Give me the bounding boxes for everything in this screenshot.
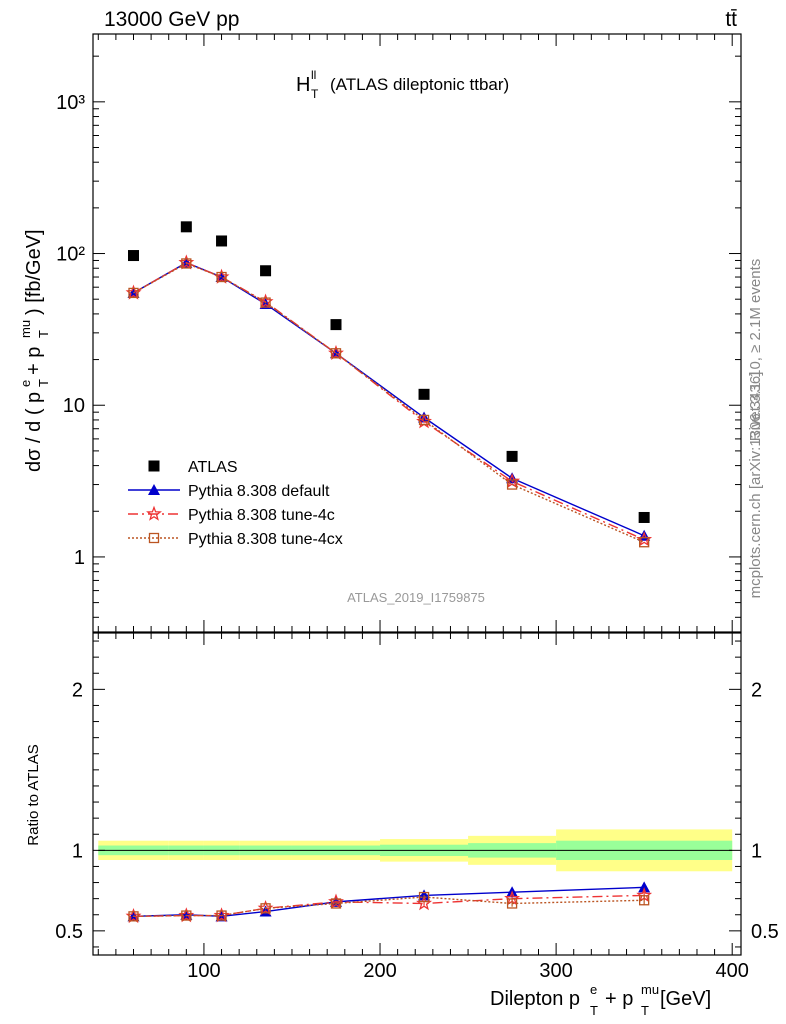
y-tick-label: 1 <box>74 547 85 569</box>
y-tick-label: 10³ <box>56 92 85 114</box>
svg-text:) [fb/GeV]: ) [fb/GeV] <box>23 229 45 315</box>
legend-label-2: Pythia 8.308 tune-4c <box>188 507 335 524</box>
ratio-y-tick-label-right: 0.5 <box>751 921 779 943</box>
svg-text:[GeV]: [GeV] <box>660 988 711 1010</box>
ratio-line-0 <box>133 886 645 918</box>
ratio-point-2-5 <box>418 891 430 903</box>
data-point-3-1 <box>181 258 192 269</box>
rivet-label: Rivet 3.1.10, ≥ 2.1M events <box>747 259 764 442</box>
legend-label-0: ATLAS <box>188 459 238 476</box>
watermark-label: ATLAS_2019_I1759875 <box>347 590 485 605</box>
svg-text:dσ / d ( p: dσ / d ( p <box>23 392 45 472</box>
x-tick-label: 200 <box>363 960 396 982</box>
x-tick-label: 400 <box>716 960 749 982</box>
mcplots-label: mcplots.cern.ch [arXiv:1306.3436] <box>747 372 764 599</box>
data-point-3-0 <box>128 287 139 299</box>
ratio-y-tick-label-right: 2 <box>751 679 762 701</box>
x-tick-label: 300 <box>539 960 572 982</box>
data-point-0-2 <box>216 235 228 247</box>
ratio-frame <box>92 632 742 956</box>
ratio-y-tick-label: 0.5 <box>55 921 83 943</box>
data-point-3-3 <box>260 297 271 308</box>
data-point-0-1 <box>180 221 192 233</box>
main-panel: ATLAS_2019_I1759875 H ll T (ATLAS dilept… <box>18 33 742 633</box>
legend-label-1: Pythia 8.308 default <box>188 483 330 500</box>
ratio-point-2-2 <box>216 910 227 921</box>
legend-label-3: Pythia 8.308 tune-4cx <box>188 531 343 548</box>
data-point-0-0 <box>128 250 139 262</box>
x-axis-label: Dilepton p e T + p mu T [GeV] <box>490 982 711 1018</box>
svg-text:T: T <box>590 1003 598 1018</box>
data-point-3-4 <box>330 348 342 359</box>
data-point-3-7 <box>639 537 650 548</box>
data-point-3-2 <box>216 271 227 283</box>
data-point-3-6 <box>506 479 518 490</box>
svg-text:+ p: + p <box>23 347 45 375</box>
title-superscript: ll <box>311 68 316 82</box>
y-tick-label: 10 <box>63 395 85 417</box>
svg-text:+ p: + p <box>605 988 633 1010</box>
data-point-3-5 <box>418 414 430 426</box>
svg-text:T: T <box>36 330 51 338</box>
data-point-0-3 <box>260 265 272 277</box>
energy-label: 13000 GeV pp <box>104 8 239 31</box>
y-tick-label: 10² <box>56 244 85 266</box>
svg-text:e: e <box>590 982 597 997</box>
legend-marker-0 <box>148 460 160 472</box>
data-point-0-5 <box>418 388 430 400</box>
main-y-axis-label: dσ / d ( p e T + p mu T ) [fb/GeV] <box>18 229 51 472</box>
ratio-y-axis-label: Ratio to ATLAS <box>25 744 42 845</box>
process-label: tt̄ <box>725 8 737 31</box>
svg-text:mu: mu <box>641 982 659 997</box>
title-subscript: T <box>311 87 319 101</box>
legend-marker-1 <box>148 484 160 495</box>
data-point-0-4 <box>330 319 342 331</box>
series-line-2 <box>133 261 645 541</box>
svg-text:Dilepton p: Dilepton p <box>490 988 580 1010</box>
svg-text:mu: mu <box>18 320 33 338</box>
ratio-point-2-7 <box>639 895 650 906</box>
ratio-line-2 <box>133 896 645 918</box>
title-suffix: (ATLAS dileptonic ttbar) <box>330 75 509 94</box>
data-point-0-6 <box>506 450 518 462</box>
ratio-point-2-6 <box>506 898 518 909</box>
ratio-line-1 <box>133 894 645 918</box>
ratio-point-2-3 <box>260 903 271 914</box>
svg-text:e: e <box>18 380 33 387</box>
ratio-point-2-4 <box>330 898 342 909</box>
legend-marker-2 <box>146 505 162 521</box>
ratio-y-tick-label: 2 <box>72 679 83 701</box>
chart-title: H ll T (ATLAS dileptonic ttbar) <box>296 68 509 101</box>
ratio-point-2-0 <box>128 911 139 922</box>
data-point-0-7 <box>638 511 650 523</box>
title-main: H <box>296 74 310 96</box>
series-line-3 <box>133 262 645 543</box>
ratio-point-0-7 <box>638 881 651 893</box>
ratio-y-tick-label: 1 <box>72 840 83 862</box>
legend-marker-3 <box>148 532 160 544</box>
ratio-y-tick-label-right: 1 <box>751 840 762 862</box>
svg-text:T: T <box>36 379 51 387</box>
ratio-point-2-1 <box>181 910 192 921</box>
data-point-2-6 <box>504 472 521 489</box>
x-tick-label: 100 <box>187 960 220 982</box>
svg-text:T: T <box>641 1003 649 1018</box>
